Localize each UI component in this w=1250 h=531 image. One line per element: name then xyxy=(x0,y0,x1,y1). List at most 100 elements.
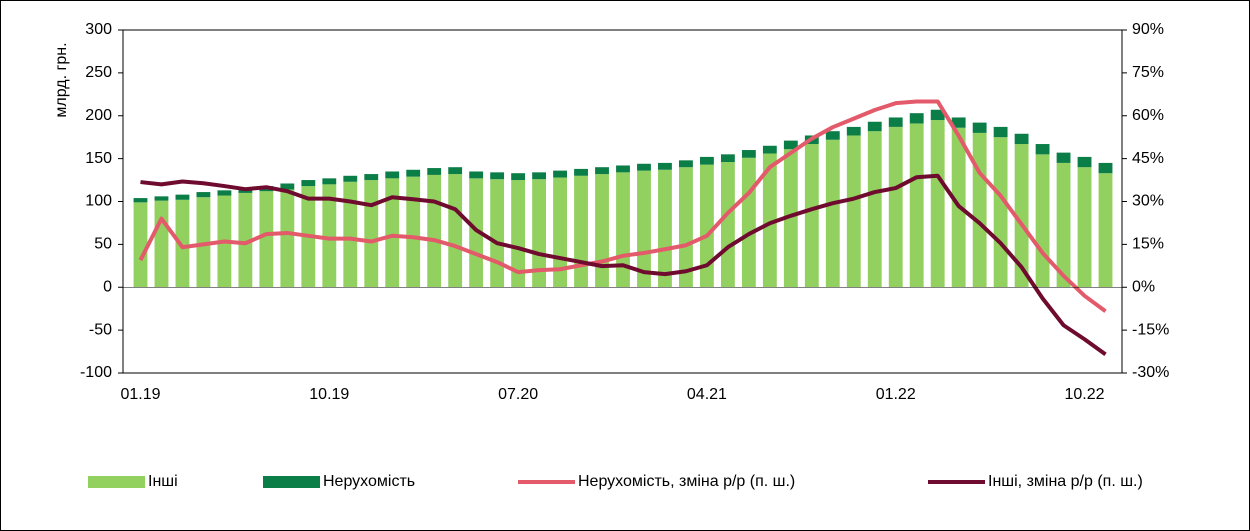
line xyxy=(140,173,1107,357)
y2-tick-label: -15% xyxy=(1132,321,1169,338)
y2-tick-label: -30% xyxy=(1132,364,1169,381)
bar xyxy=(846,126,861,136)
bar xyxy=(1056,162,1071,288)
bar xyxy=(1014,133,1029,145)
bar xyxy=(532,172,547,180)
bar xyxy=(196,197,211,288)
bar xyxy=(406,176,421,288)
y2-tick-label: 0% xyxy=(1132,278,1155,295)
legend-label: Інші, зміна р/р (п. ш.) xyxy=(988,473,1143,490)
bar xyxy=(1077,167,1092,288)
bar xyxy=(741,157,756,288)
bar xyxy=(553,170,567,178)
bar xyxy=(238,192,253,288)
bar xyxy=(804,144,819,288)
bar xyxy=(595,174,609,288)
line xyxy=(138,99,1107,313)
bar xyxy=(909,113,924,124)
y2-tick-label: 90% xyxy=(1132,21,1164,38)
bar xyxy=(1098,173,1113,288)
bar xyxy=(699,164,714,288)
bar xyxy=(364,174,379,181)
bar xyxy=(825,131,840,140)
bar xyxy=(364,180,379,288)
bar xyxy=(825,139,840,288)
bar xyxy=(427,174,442,288)
bar xyxy=(133,198,148,203)
bar xyxy=(762,145,777,154)
y-tick-label: -100 xyxy=(80,364,112,381)
bar xyxy=(469,178,484,288)
y-tick-label: -50 xyxy=(89,321,112,338)
y-tick-label: 100 xyxy=(85,193,112,210)
bar xyxy=(406,169,421,177)
y-tick-label: 0 xyxy=(103,278,112,295)
bar xyxy=(511,180,526,288)
y-tick-label: 150 xyxy=(85,150,112,167)
bar xyxy=(867,121,882,132)
bar xyxy=(196,192,211,198)
bar xyxy=(1056,152,1071,163)
y-tick-label: 300 xyxy=(85,21,112,38)
y-tick-label: 50 xyxy=(94,236,112,253)
bar xyxy=(574,175,588,288)
bar xyxy=(385,171,400,179)
y2-tick-label: 75% xyxy=(1132,64,1164,81)
bar xyxy=(301,180,316,187)
bar xyxy=(720,162,735,288)
bar xyxy=(867,131,882,288)
bar xyxy=(1035,154,1050,288)
bar xyxy=(490,179,505,288)
bar xyxy=(846,135,861,288)
bar xyxy=(175,194,190,200)
legend-label: Інші xyxy=(148,473,178,490)
bar xyxy=(930,109,945,121)
x-tick-label: 01.19 xyxy=(120,386,160,403)
y2-tick-label: 30% xyxy=(1132,193,1164,210)
bar xyxy=(469,171,484,179)
y-tick-label: 250 xyxy=(85,64,112,81)
bar xyxy=(280,189,295,288)
bar xyxy=(154,196,169,201)
bar xyxy=(616,165,630,173)
bar xyxy=(679,160,693,168)
bar xyxy=(385,178,400,288)
bar xyxy=(909,123,924,288)
legend-swatch xyxy=(88,476,145,488)
bar xyxy=(658,169,672,288)
bar xyxy=(574,168,588,176)
bar xyxy=(783,140,798,150)
bar xyxy=(154,200,169,288)
y2-tick-label: 60% xyxy=(1132,107,1164,124)
bar xyxy=(448,174,463,288)
bar xyxy=(175,199,190,288)
bar xyxy=(783,149,798,288)
bar xyxy=(741,150,756,158)
bar xyxy=(1014,144,1029,288)
bar xyxy=(1098,162,1113,174)
bar xyxy=(679,167,693,288)
bar xyxy=(322,184,337,288)
bar xyxy=(448,167,463,175)
y-tick-label: 200 xyxy=(85,107,112,124)
bar xyxy=(1077,156,1092,168)
x-tick-label: 04.21 xyxy=(687,386,727,403)
bar xyxy=(720,154,735,163)
y2-tick-label: 15% xyxy=(1132,236,1164,253)
legend-label: Нерухомість, зміна р/р (п. ш.) xyxy=(578,473,795,490)
bar xyxy=(762,153,777,288)
bar xyxy=(1035,144,1050,155)
bar xyxy=(993,126,1008,138)
bar xyxy=(511,173,526,181)
x-tick-label: 07.20 xyxy=(498,386,538,403)
x-tick-label: 10.19 xyxy=(309,386,349,403)
bar xyxy=(217,190,232,196)
x-tick-label: 10.22 xyxy=(1065,386,1105,403)
y-axis-label: млрд. грн. xyxy=(53,42,70,117)
bar xyxy=(658,162,672,170)
bar xyxy=(993,137,1008,288)
bar xyxy=(259,191,274,288)
bar xyxy=(280,183,295,190)
bar xyxy=(637,170,651,288)
